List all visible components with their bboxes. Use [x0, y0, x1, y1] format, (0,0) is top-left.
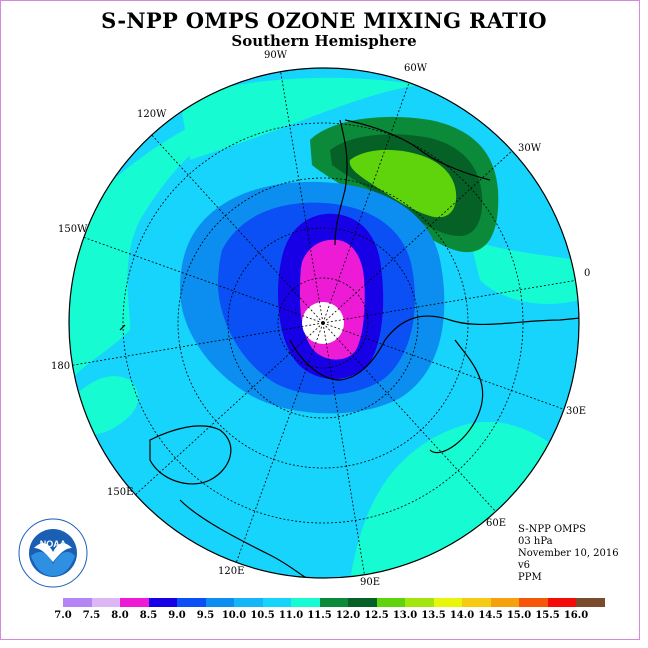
colorbar-tick-label: 8.5 — [139, 610, 158, 621]
info-date: November 10, 2016 — [518, 548, 619, 559]
colorbar-tick-label: 11.5 — [307, 610, 332, 621]
pole-point — [321, 321, 325, 325]
field-10.5-11-north — [180, 77, 420, 160]
colorbar-segment — [348, 598, 377, 607]
colorbar-tick-label: 12.5 — [364, 610, 389, 621]
lon-label-180: 180 — [51, 361, 71, 372]
coastlines — [119, 119, 579, 578]
colorbar-tick-label: 10.5 — [250, 610, 275, 621]
colorbar-tick-label: 15.5 — [535, 610, 560, 621]
colorbar-segment — [291, 598, 320, 607]
colorbar-tick-label: 15.0 — [506, 610, 532, 621]
colorbar-segment — [63, 598, 92, 607]
lon-label-150w: 150W — [58, 224, 88, 235]
field-10.5-11-west — [70, 100, 260, 380]
page-subtitle: Southern Hemisphere — [231, 32, 417, 50]
colorbar-tick-label: 13.5 — [421, 610, 446, 621]
colorbar-segment — [234, 598, 263, 607]
colorbar-segment — [547, 598, 577, 607]
colorbar-tick-label: 16.0 — [563, 610, 589, 621]
colorbar-segment — [91, 598, 121, 607]
colorbar-tick-label: 10.0 — [221, 610, 247, 621]
field-12-12.5 — [349, 149, 457, 218]
lon-label-30e: 30E — [566, 406, 587, 417]
colorbar-tick-label: 8.0 — [111, 610, 129, 621]
graticule — [69, 68, 579, 578]
info-version: v6 — [518, 560, 531, 571]
colorbar-tick-label: 12.0 — [335, 610, 361, 621]
figure-frame — [0, 0, 640, 640]
lon-label-90e: 90E — [360, 577, 381, 588]
lon-label-30w: 30W — [518, 143, 542, 154]
colorbar-segment — [490, 598, 520, 607]
colorbar-tick-label: 7.0 — [54, 610, 72, 621]
lon-label-90w: 90W — [264, 50, 288, 61]
lon-label-0: 0 — [584, 268, 591, 279]
noaa-logo-icon: NOAA — [18, 518, 88, 588]
colorbar-segment — [376, 598, 406, 607]
colorbar-segment — [433, 598, 463, 607]
lon-label-150e: 150E — [107, 487, 134, 498]
colorbar-tick-label: 9.0 — [168, 610, 186, 621]
colorbar-tick-label: 14.0 — [449, 610, 475, 621]
noaa-logo-text: NOAA — [40, 539, 67, 549]
info-block: S-NPP OMPS 03 hPa November 10, 2016 v6 P… — [518, 524, 619, 584]
colorbar-tick-label: 11.0 — [278, 610, 304, 621]
colorbar-segment — [405, 598, 434, 607]
colorbar-segment — [319, 598, 349, 607]
colorbar-segment — [462, 598, 491, 607]
colorbar-tick-label: 9.5 — [196, 610, 215, 621]
lon-label-120e: 120E — [218, 566, 245, 577]
colorbar-segment — [148, 598, 178, 607]
lon-label-60w: 60W — [404, 63, 428, 74]
page-title: S-NPP OMPS OZONE MIXING RATIO — [101, 8, 547, 33]
lon-label-120w: 120W — [137, 109, 167, 120]
colorbar-segment — [205, 598, 235, 607]
field-10.5-11-east — [470, 240, 579, 304]
colorbar-tick-label: 13.0 — [392, 610, 418, 621]
colorbar-tick-label: 14.5 — [478, 610, 503, 621]
lon-label-60e: 60E — [486, 518, 507, 529]
colorbar-segment — [519, 598, 548, 607]
map-boundary — [68, 67, 580, 579]
colorbar-segment — [177, 598, 206, 607]
info-level: 03 hPa — [518, 536, 553, 547]
colorbar-segment — [576, 598, 605, 607]
colorbar-tick-label: 7.5 — [82, 610, 101, 621]
colorbar-segment — [262, 598, 292, 607]
info-instrument: S-NPP OMPS — [518, 524, 586, 535]
colorbar-segment — [120, 598, 149, 607]
info-units: PPM — [518, 572, 542, 583]
